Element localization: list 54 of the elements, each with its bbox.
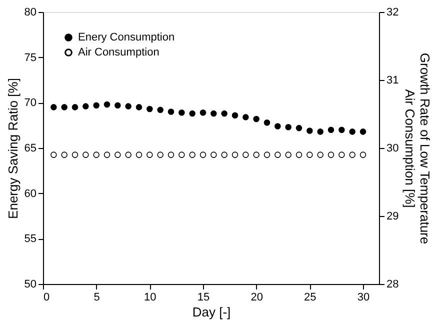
point [242, 114, 249, 120]
point [317, 128, 324, 135]
y2-tick-label: 32 [386, 6, 399, 18]
point [114, 102, 121, 109]
y-tick-label: 50 [24, 278, 36, 290]
y2-tick-label: 29 [386, 210, 399, 222]
point [50, 104, 57, 110]
x-axis-title: Day [-] [192, 304, 231, 320]
point [210, 110, 217, 117]
point [189, 110, 196, 117]
point [157, 106, 164, 114]
y2-tick-label: 31 [386, 74, 399, 86]
y2-axis-title: Growth Rate of Low Temperature Air Consumption [%] [402, 52, 433, 244]
x-tick-label: 30 [357, 292, 370, 304]
x-tick-label: 0 [44, 292, 50, 304]
point [125, 103, 132, 110]
y-tick-label: 55 [24, 233, 36, 246]
point [349, 128, 356, 135]
point [232, 112, 238, 118]
point [253, 116, 260, 122]
point [93, 102, 100, 109]
point [136, 104, 142, 110]
y2-tick-label: 28 [386, 278, 399, 290]
point [285, 124, 292, 130]
x-tick-label: 25 [304, 292, 316, 304]
y-tick-label: 70 [24, 97, 36, 110]
point [200, 110, 206, 116]
point [328, 126, 334, 133]
point [61, 104, 68, 110]
y2-tick-label: 30 [386, 142, 399, 154]
legend-label: Enery Consumption [78, 32, 175, 44]
x-tick-label: 15 [197, 292, 210, 304]
point [338, 126, 345, 133]
point [168, 108, 174, 115]
x-tick-label: 20 [250, 292, 263, 304]
y-tick-label: 60 [24, 188, 36, 200]
point [296, 124, 302, 132]
y-tick-label: 75 [24, 52, 36, 64]
point [274, 123, 281, 130]
y-tick-label: 65 [24, 142, 36, 154]
x-tick-label: 5 [94, 292, 100, 304]
point [360, 128, 366, 135]
point [306, 128, 313, 134]
point [146, 106, 153, 112]
legend-label: Air Consumption [78, 46, 160, 58]
point [178, 110, 185, 116]
point [72, 104, 78, 110]
point [221, 110, 228, 117]
y-axis-title: Energy Saving Ratio [%] [5, 78, 20, 219]
point [82, 103, 89, 110]
y-tick-label: 80 [24, 6, 36, 18]
x-tick-label: 10 [144, 292, 156, 304]
point [264, 119, 270, 126]
point [104, 101, 110, 108]
